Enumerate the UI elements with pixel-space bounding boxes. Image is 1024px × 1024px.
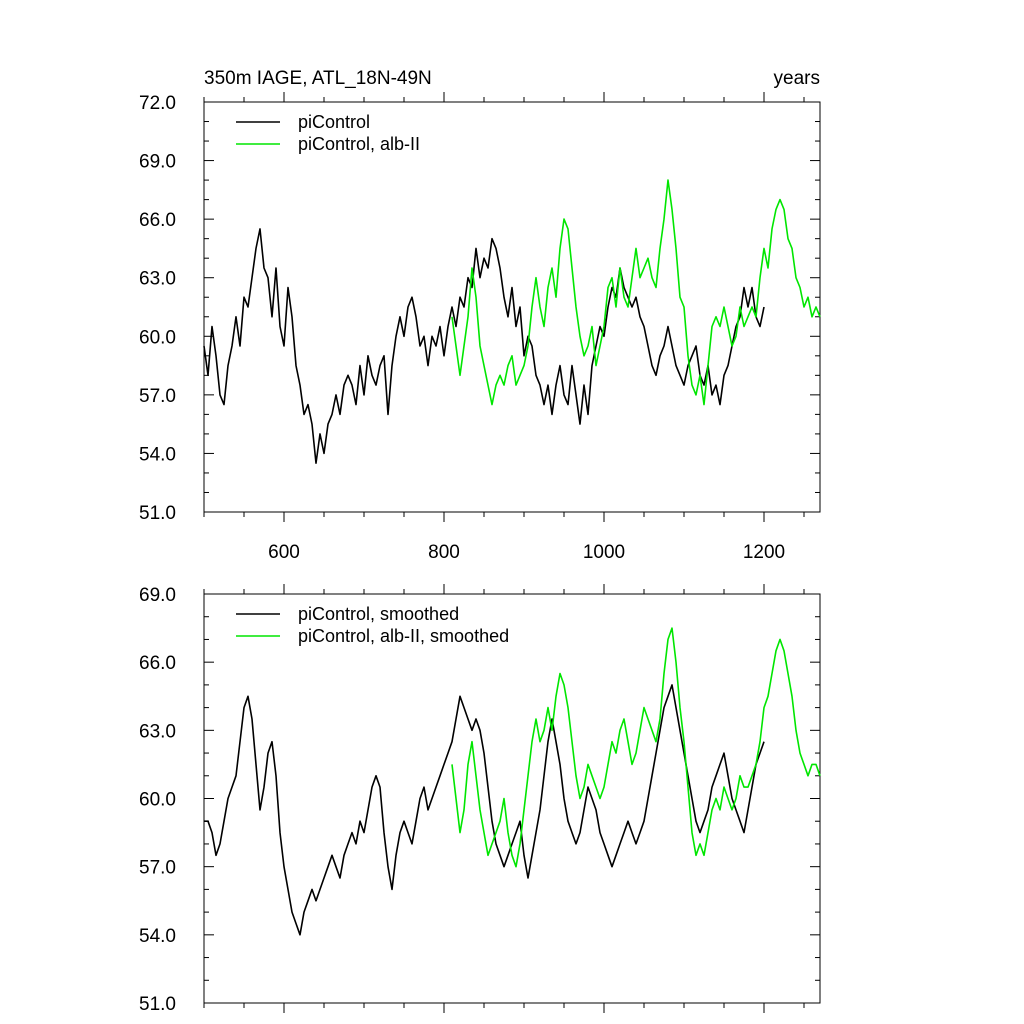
legend-label: piControl, smoothed [298,604,459,624]
y-tick-label: 72.0 [139,93,176,114]
series-line-alb-II [451,179,821,406]
y-tick-label: 60.0 [139,790,176,811]
legend-label: piControl [298,112,370,132]
y-tick-label: 66.0 [139,210,176,231]
y-tick-label: 51.0 [139,994,176,1015]
top-panel-line-chart: 51.0 54.0 57.0 60.0 63.0 66.0 69.0 72.0 600 800 10… [139,92,821,563]
series-line-alb-II [451,627,821,868]
series-line-piControl [203,228,765,464]
x-tick-label: 1200 [743,542,785,563]
y-tick-label: 60.0 [139,327,176,348]
legend-label: piControl, alb-II, smoothed [298,626,509,646]
series-line-piControl [204,684,765,936]
right-title: years [774,68,820,89]
y-tick-label: 63.0 [139,721,176,742]
bottom-panel-line-chart: 51.0 54.0 57.0 60.0 63.0 66.0 69.0 piControl, s… [139,584,821,1015]
y-tick-label: 57.0 [139,386,176,407]
x-tick-label: 800 [428,542,460,563]
y-tick-label: 57.0 [139,858,176,879]
y-tick-label: 69.0 [139,585,176,606]
y-tick-label: 54.0 [139,444,176,465]
y-tick-label: 51.0 [139,503,176,524]
y-tick-label: 69.0 [139,152,176,173]
y-tick-label: 54.0 [139,926,176,947]
legend-label: piControl, alb-II [298,134,420,154]
y-tick-label: 63.0 [139,269,176,290]
x-tick-label: 600 [268,542,300,563]
left-title: 350m IAGE, ATL_18N-49N [204,68,432,89]
x-tick-label: 1000 [583,542,625,563]
plot-frame [203,101,821,513]
y-tick-label: 66.0 [139,653,176,674]
